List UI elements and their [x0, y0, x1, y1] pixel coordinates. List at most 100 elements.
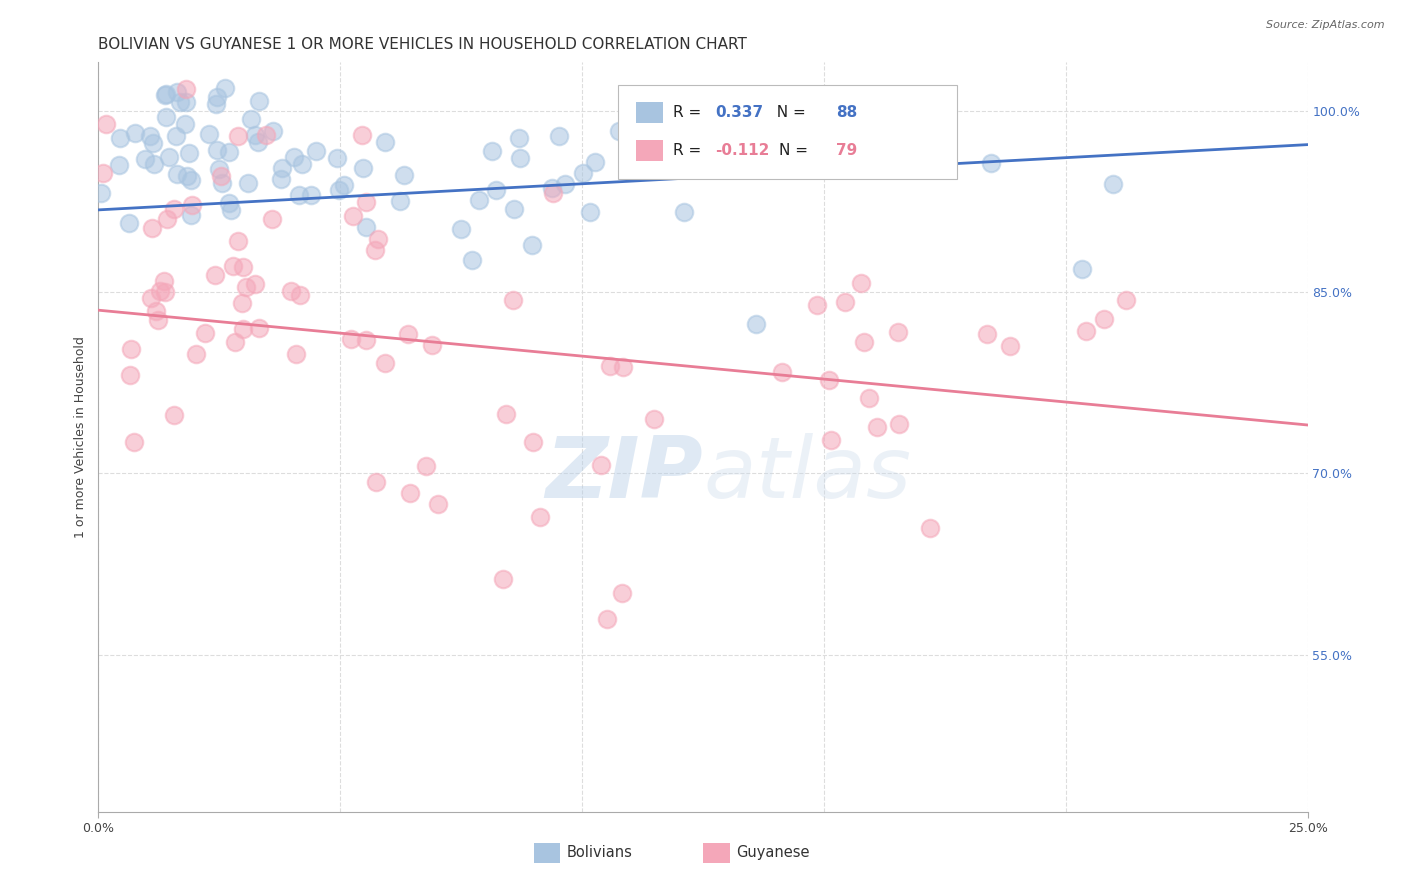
- Point: [352, 128, 374, 143]
- Point: [595, 612, 617, 626]
- Point: [247, 321, 270, 335]
- Point: [174, 95, 197, 109]
- Point: [205, 97, 228, 112]
- Point: [186, 346, 208, 360]
- Point: [285, 347, 308, 361]
- Point: [685, 149, 707, 163]
- Text: BOLIVIAN VS GUYANESE 1 OR MORE VEHICLES IN HOUSEHOLD CORRELATION CHART: BOLIVIAN VS GUYANESE 1 OR MORE VEHICLES …: [98, 37, 748, 52]
- Point: [607, 124, 630, 138]
- Point: [1092, 312, 1115, 326]
- Point: [589, 458, 612, 473]
- Point: [155, 87, 177, 101]
- Point: [485, 184, 508, 198]
- Point: [509, 152, 531, 166]
- Point: [121, 342, 143, 356]
- Point: [177, 146, 200, 161]
- Text: N =: N =: [779, 143, 813, 158]
- Point: [214, 81, 236, 95]
- Point: [673, 204, 696, 219]
- FancyBboxPatch shape: [619, 85, 957, 178]
- Point: [612, 359, 634, 374]
- Point: [134, 153, 156, 167]
- FancyBboxPatch shape: [637, 103, 664, 123]
- Point: [219, 202, 242, 217]
- Text: 0.337: 0.337: [716, 105, 763, 120]
- Point: [174, 81, 197, 95]
- Point: [197, 127, 219, 141]
- Point: [243, 277, 266, 291]
- Point: [492, 572, 515, 586]
- Point: [145, 303, 167, 318]
- Point: [683, 136, 706, 150]
- FancyBboxPatch shape: [534, 843, 561, 863]
- Point: [866, 419, 889, 434]
- Point: [356, 194, 378, 209]
- Point: [270, 172, 292, 186]
- Point: [918, 521, 941, 535]
- Point: [820, 434, 842, 448]
- Point: [180, 208, 202, 222]
- Point: [548, 128, 571, 143]
- Point: [980, 156, 1002, 170]
- FancyBboxPatch shape: [637, 140, 664, 161]
- Point: [260, 212, 283, 227]
- Point: [122, 435, 145, 450]
- Point: [460, 253, 482, 268]
- Point: [1115, 293, 1137, 307]
- Point: [139, 128, 162, 143]
- Point: [141, 291, 163, 305]
- Point: [392, 168, 415, 182]
- Point: [117, 216, 139, 230]
- Point: [897, 136, 920, 151]
- Point: [226, 235, 249, 249]
- Text: 88: 88: [837, 105, 858, 120]
- Point: [155, 110, 177, 124]
- Point: [852, 334, 875, 349]
- Point: [354, 219, 377, 234]
- Point: [235, 280, 257, 294]
- Point: [388, 194, 411, 209]
- Point: [522, 434, 544, 449]
- Point: [249, 95, 271, 109]
- Point: [415, 459, 437, 474]
- Point: [148, 285, 170, 299]
- Point: [222, 259, 245, 273]
- Point: [205, 90, 228, 104]
- Point: [364, 475, 387, 489]
- Point: [254, 128, 277, 143]
- Point: [163, 202, 186, 217]
- Point: [166, 167, 188, 181]
- Point: [211, 176, 233, 190]
- Point: [231, 260, 253, 275]
- Point: [247, 136, 270, 150]
- Text: N =: N =: [768, 105, 811, 120]
- Point: [1071, 262, 1094, 277]
- Point: [205, 143, 228, 157]
- Point: [540, 181, 562, 195]
- Point: [271, 161, 294, 175]
- Text: ZIP: ZIP: [546, 433, 703, 516]
- Point: [153, 285, 176, 299]
- Point: [263, 124, 285, 138]
- Point: [91, 166, 114, 180]
- Point: [426, 497, 449, 511]
- Point: [704, 132, 727, 146]
- Point: [450, 222, 472, 236]
- Point: [352, 161, 374, 175]
- Point: [342, 209, 364, 223]
- Point: [976, 327, 998, 342]
- Point: [94, 116, 117, 130]
- Text: 79: 79: [837, 143, 858, 158]
- Text: Source: ZipAtlas.com: Source: ZipAtlas.com: [1267, 20, 1385, 29]
- Point: [224, 334, 246, 349]
- Point: [744, 317, 766, 331]
- Y-axis label: 1 or more Vehicles in Household: 1 or more Vehicles in Household: [75, 336, 87, 538]
- Point: [374, 135, 396, 149]
- Point: [209, 169, 232, 184]
- Point: [834, 294, 856, 309]
- Point: [305, 144, 328, 158]
- Point: [339, 332, 361, 346]
- Point: [142, 136, 165, 151]
- Point: [643, 412, 665, 426]
- Point: [554, 177, 576, 191]
